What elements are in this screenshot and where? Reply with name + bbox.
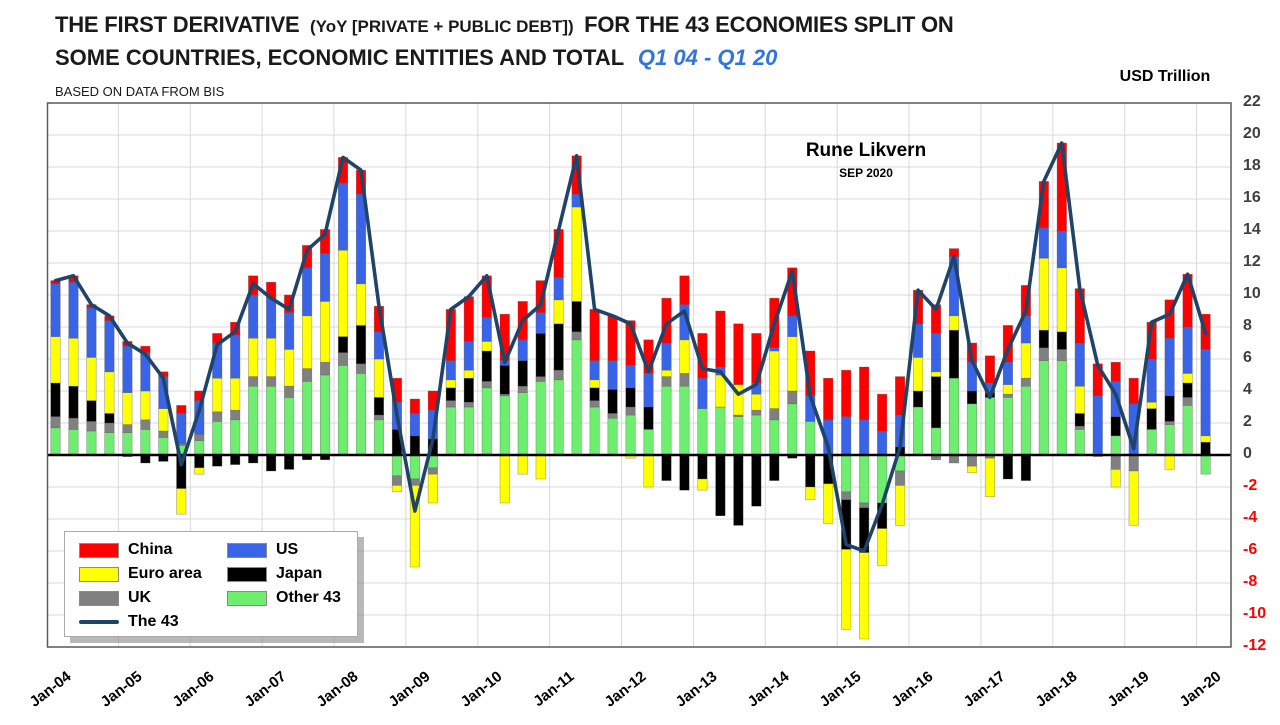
y-tick-20: 20 <box>1243 125 1261 142</box>
y-tick--12: -12 <box>1243 637 1267 654</box>
y-tick-22: 22 <box>1243 93 1261 110</box>
legend-label: Other 43 <box>276 589 341 606</box>
page-title-line2: SOME COUNTRIES, ECONOMIC ENTITIES AND TO… <box>55 45 777 71</box>
title-line2-text: SOME COUNTRIES, ECONOMIC ENTITIES AND TO… <box>55 45 624 70</box>
legend-color-swatch <box>79 590 119 606</box>
legend-item-us: US <box>227 539 298 561</box>
y-tick-14: 14 <box>1243 221 1261 238</box>
legend-label: UK <box>128 589 152 606</box>
title-main: THE FIRST DERIVATIVE <box>55 12 300 37</box>
title-period: Q1 04 - Q1 20 <box>637 45 778 70</box>
bars-china <box>50 142 1211 432</box>
y-tick-8: 8 <box>1243 317 1252 334</box>
y-tick--4: -4 <box>1243 509 1258 526</box>
title-paren: (YoY [PRIVATE + PUBLIC DEBT]) <box>310 17 574 36</box>
bars-uk <box>50 331 1193 509</box>
the-43-total-line <box>53 141 1208 553</box>
legend-item-euro-area: Euro area <box>79 563 202 585</box>
legend-item-the-43: The 43 <box>79 611 179 633</box>
page-title: THE FIRST DERIVATIVE (YoY [PRIVATE + PUB… <box>55 12 954 38</box>
legend-item-japan: Japan <box>227 563 322 585</box>
y-axis-unit-label: USD Trillion <box>1119 68 1211 85</box>
y-tick--8: -8 <box>1243 573 1258 590</box>
y-tick--2: -2 <box>1243 477 1258 494</box>
y-tick-6: 6 <box>1243 349 1252 366</box>
legend-color-swatch <box>227 542 267 558</box>
legend-line-swatch <box>79 620 119 624</box>
date-annotation: SEP 2020 <box>839 166 893 180</box>
y-tick-10: 10 <box>1243 285 1261 302</box>
subtitle-source: BASED ON DATA FROM BIS <box>55 84 225 99</box>
y-tick-2: 2 <box>1243 413 1252 430</box>
plot-border <box>46 102 1232 648</box>
title-main-cont: FOR THE 43 ECONOMIES SPLIT ON <box>584 12 954 37</box>
y-tick-18: 18 <box>1243 157 1261 174</box>
y-tick--10: -10 <box>1243 605 1267 622</box>
legend: China US Euro area Japan UK Other 43 The 43 <box>64 531 358 637</box>
legend-color-swatch <box>79 542 119 558</box>
legend-label: Japan <box>276 565 323 582</box>
y-tick-12: 12 <box>1243 253 1261 270</box>
legend-color-swatch <box>79 566 119 582</box>
y-tick-4: 4 <box>1243 381 1252 398</box>
y-tick--6: -6 <box>1243 541 1258 558</box>
legend-item-uk: UK <box>79 587 151 609</box>
legend-label: Euro area <box>128 565 202 582</box>
bars-us <box>50 182 1211 456</box>
legend-color-swatch <box>227 566 267 582</box>
legend-label: The 43 <box>128 613 179 630</box>
y-tick-16: 16 <box>1243 189 1261 206</box>
bars-japan <box>50 301 1211 553</box>
legend-label: China <box>128 541 173 558</box>
y-tick-0: 0 <box>1243 445 1252 462</box>
legend-color-swatch <box>227 590 267 606</box>
author-annotation: Rune Likvern <box>805 140 927 161</box>
legend-item-other-43: Other 43 <box>227 587 341 609</box>
legend-item-china: China <box>79 539 172 561</box>
legend-label: US <box>276 541 299 558</box>
